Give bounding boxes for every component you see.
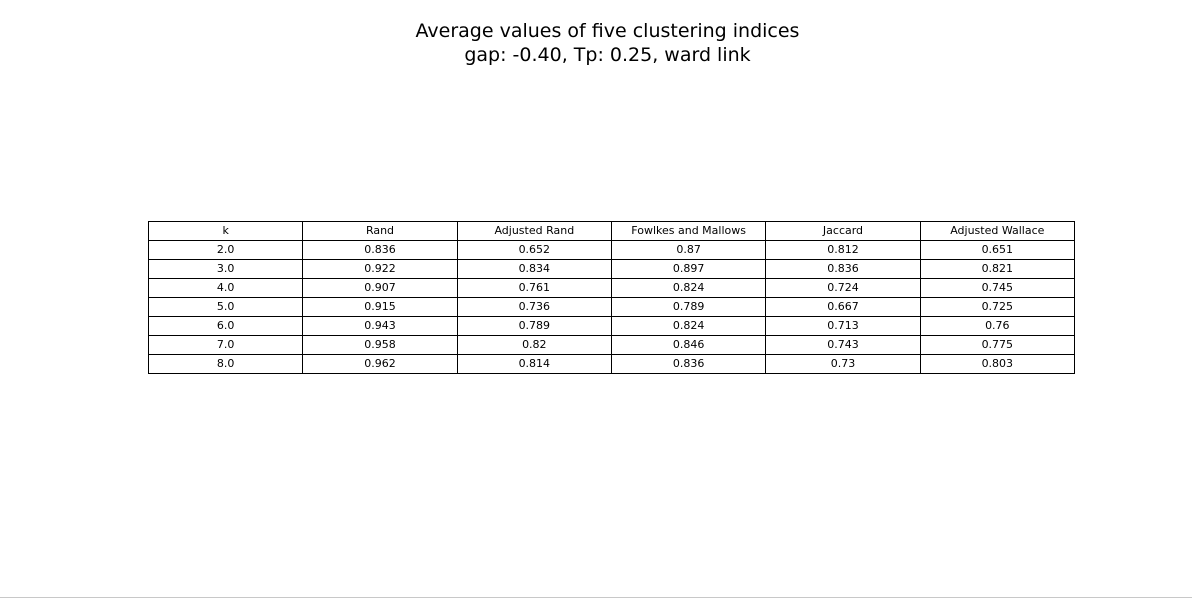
chart-subtitle: gap: -0.40, Tp: 0.25, ward link: [464, 44, 751, 66]
table-cell: 0.736: [456, 297, 612, 317]
table-row: 4.0 0.907 0.761 0.824 0.724 0.745: [147, 278, 1076, 298]
chart-title: Average values of five clustering indice…: [415, 20, 800, 42]
table-cell: 0.713: [765, 316, 921, 336]
table-row: 6.0 0.943 0.789 0.824 0.713 0.76: [147, 316, 1076, 336]
table-cell: 0.667: [765, 297, 921, 317]
chart-title-block: Average values of five clustering indice…: [0, 19, 1192, 67]
table-cell: 0.836: [610, 354, 767, 374]
table-cell: 0.745: [919, 278, 1076, 298]
table-cell: 2.0: [147, 240, 304, 260]
table-cell: 0.821: [919, 259, 1076, 279]
table-cell: 0.789: [610, 297, 767, 317]
table-cell: 0.836: [302, 240, 458, 260]
table-cell: 0.82: [456, 335, 612, 355]
table-cell: 0.812: [765, 240, 921, 260]
table-cell: 0.824: [610, 316, 767, 336]
table-cell: 0.724: [765, 278, 921, 298]
table-cell: 0.834: [456, 259, 612, 279]
column-header: Rand: [302, 221, 458, 241]
table-cell: 0.652: [456, 240, 612, 260]
table-cell: 0.651: [919, 240, 1076, 260]
table-header-row: k Rand Adjusted Rand Fowlkes and Mallows…: [147, 221, 1076, 241]
table-cell: 5.0: [147, 297, 304, 317]
table-cell: 0.743: [765, 335, 921, 355]
table-cell: 0.836: [765, 259, 921, 279]
table-cell: 6.0: [147, 316, 304, 336]
clustering-indices-table: k Rand Adjusted Rand Fowlkes and Mallows…: [147, 221, 1076, 374]
table-row: 2.0 0.836 0.652 0.87 0.812 0.651: [147, 240, 1076, 260]
table-cell: 0.775: [919, 335, 1076, 355]
table-cell: 0.897: [610, 259, 767, 279]
table-cell: 0.76: [919, 316, 1076, 336]
table-cell: 0.846: [610, 335, 767, 355]
table-row: 3.0 0.922 0.834 0.897 0.836 0.821: [147, 259, 1076, 279]
table-cell: 0.761: [456, 278, 612, 298]
table-cell: 0.803: [919, 354, 1076, 374]
table-cell: 0.922: [302, 259, 458, 279]
table-cell: 8.0: [147, 354, 304, 374]
column-header: Fowlkes and Mallows: [610, 221, 767, 241]
table-cell: 7.0: [147, 335, 304, 355]
column-header: Adjusted Rand: [456, 221, 612, 241]
table-cell: 0.73: [765, 354, 921, 374]
table-cell: 0.915: [302, 297, 458, 317]
table-row: 8.0 0.962 0.814 0.836 0.73 0.803: [147, 354, 1076, 374]
table-cell: 0.907: [302, 278, 458, 298]
table-cell: 4.0: [147, 278, 304, 298]
table-cell: 0.725: [919, 297, 1076, 317]
table-cell: 0.824: [610, 278, 767, 298]
table-cell: 0.958: [302, 335, 458, 355]
table-cell: 0.87: [610, 240, 767, 260]
table-cell: 3.0: [147, 259, 304, 279]
column-header: Jaccard: [765, 221, 921, 241]
table-cell: 0.962: [302, 354, 458, 374]
table-row: 7.0 0.958 0.82 0.846 0.743 0.775: [147, 335, 1076, 355]
column-header: k: [147, 221, 304, 241]
table-cell: 0.814: [456, 354, 612, 374]
column-header: Adjusted Wallace: [919, 221, 1076, 241]
table-cell: 0.943: [302, 316, 458, 336]
table-row: 5.0 0.915 0.736 0.789 0.667 0.725: [147, 297, 1076, 317]
table-cell: 0.789: [456, 316, 612, 336]
